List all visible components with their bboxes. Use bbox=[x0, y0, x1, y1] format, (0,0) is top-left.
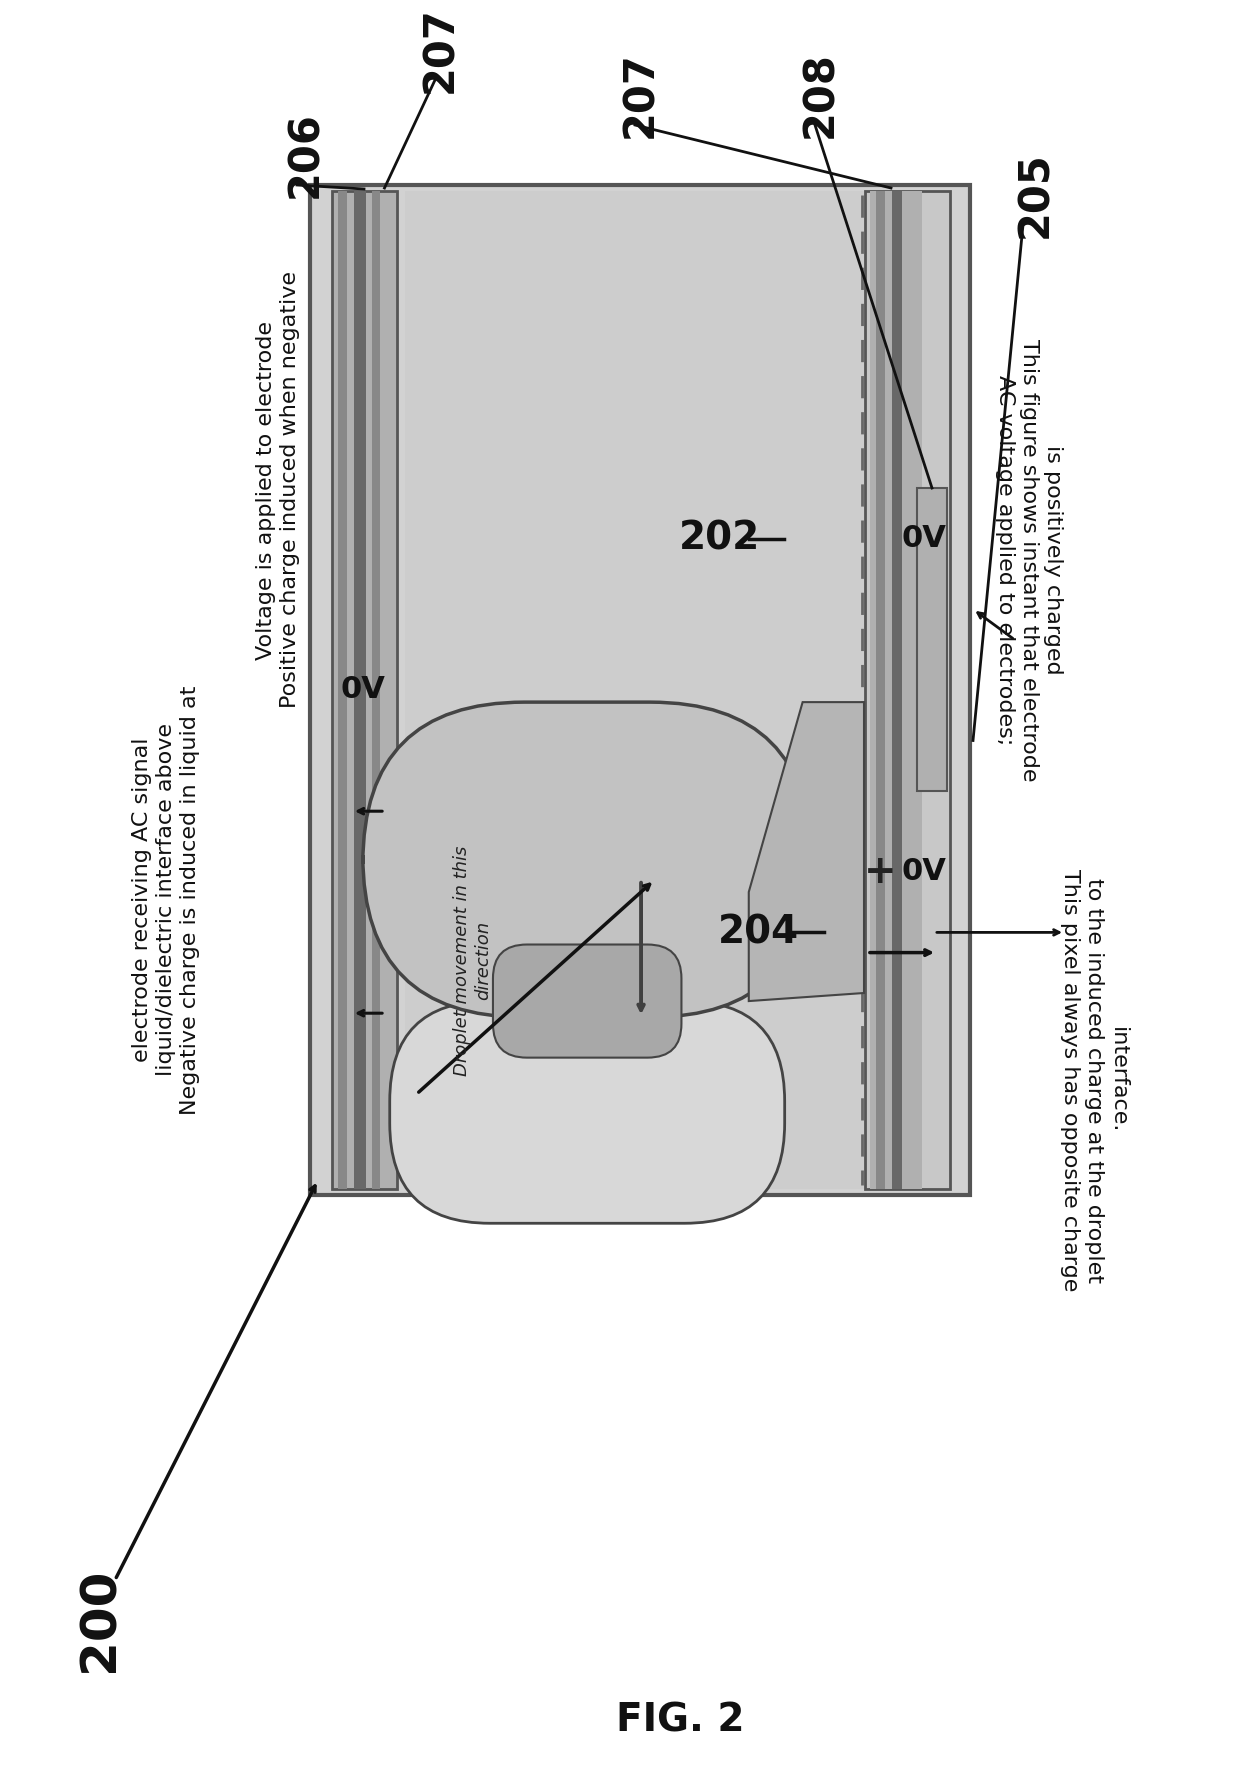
Text: direction: direction bbox=[475, 921, 492, 1000]
FancyBboxPatch shape bbox=[363, 701, 812, 1018]
Polygon shape bbox=[749, 701, 864, 1002]
Bar bbox=[870, 191, 923, 1190]
FancyBboxPatch shape bbox=[494, 945, 682, 1057]
Text: 206: 206 bbox=[284, 111, 326, 199]
Bar bbox=[875, 191, 885, 1190]
Text: 0V: 0V bbox=[340, 676, 386, 705]
Text: interface.: interface. bbox=[1109, 1027, 1128, 1132]
Text: to the induced charge at the droplet: to the induced charge at the droplet bbox=[1084, 877, 1104, 1283]
Text: AC voltage applied to electrodes;: AC voltage applied to electrodes; bbox=[994, 376, 1016, 746]
FancyBboxPatch shape bbox=[389, 1002, 785, 1224]
Text: 0V: 0V bbox=[901, 524, 946, 553]
Text: 208: 208 bbox=[799, 52, 841, 138]
Text: liquid/dielectric interface above: liquid/dielectric interface above bbox=[156, 723, 176, 1077]
Text: This pixel always has opposite charge: This pixel always has opposite charge bbox=[1060, 869, 1080, 1292]
Text: 0V: 0V bbox=[901, 857, 946, 886]
Text: FIG. 2: FIG. 2 bbox=[616, 1701, 744, 1739]
Bar bbox=[332, 191, 397, 1190]
Text: 207: 207 bbox=[419, 7, 461, 93]
Text: Droplet movement in this: Droplet movement in this bbox=[453, 846, 470, 1075]
Text: Voltage is applied to electrode: Voltage is applied to electrode bbox=[255, 320, 277, 660]
Bar bbox=[892, 191, 901, 1190]
Text: Negative charge is induced in liquid at: Negative charge is induced in liquid at bbox=[180, 685, 200, 1115]
Text: is positively charged: is positively charged bbox=[1043, 445, 1063, 674]
Text: 204: 204 bbox=[718, 914, 800, 952]
Bar bbox=[918, 488, 947, 791]
Text: This figure shows instant that electrode: This figure shows instant that electrode bbox=[1019, 338, 1039, 782]
Bar bbox=[310, 184, 970, 1195]
Text: 200: 200 bbox=[76, 1567, 124, 1673]
Bar bbox=[372, 191, 379, 1190]
Bar bbox=[339, 191, 347, 1190]
Text: electrode receiving AC signal: electrode receiving AC signal bbox=[131, 737, 153, 1063]
Bar bbox=[866, 191, 950, 1190]
Bar bbox=[353, 191, 366, 1190]
Text: 205: 205 bbox=[1014, 152, 1056, 238]
Bar bbox=[405, 191, 866, 1190]
Text: +: + bbox=[864, 853, 897, 891]
Text: 202: 202 bbox=[678, 519, 760, 558]
Text: Positive charge induced when negative: Positive charge induced when negative bbox=[280, 272, 300, 708]
Text: 207: 207 bbox=[619, 52, 661, 138]
